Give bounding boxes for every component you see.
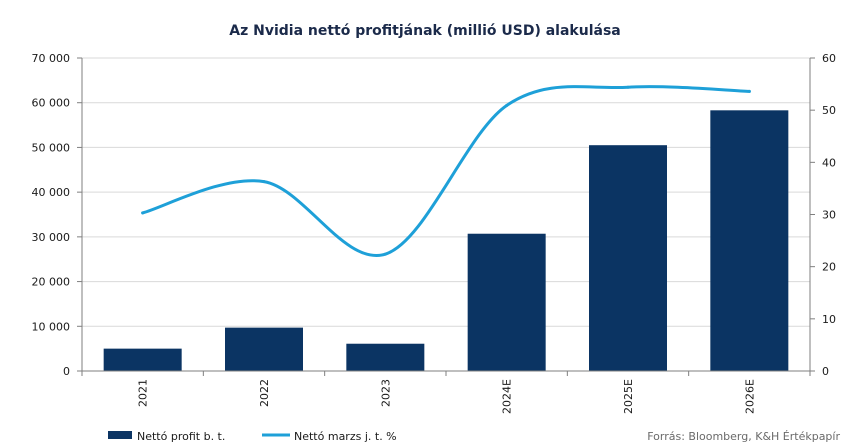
bar: [467, 233, 546, 371]
bar: [225, 327, 303, 371]
line-point: [626, 85, 630, 89]
y-left-tick-label: 10 000: [32, 320, 71, 333]
y-left-tick-label: 50 000: [32, 141, 71, 154]
y-left-tick-label: 30 000: [32, 231, 71, 244]
y-left-tick-label: 40 000: [32, 186, 71, 199]
x-tick-label: 2022: [258, 379, 271, 407]
y-right-tick-label: 20: [822, 261, 836, 274]
gridlines: [82, 57, 810, 327]
bar-series: [103, 110, 789, 372]
y-right-tick-label: 0: [822, 365, 829, 378]
line-series: [141, 85, 751, 258]
bar: [589, 145, 667, 371]
line-point: [747, 89, 751, 93]
x-tick-label: 2023: [379, 379, 392, 407]
line-point: [262, 180, 266, 184]
source-note: Forrás: Bloomberg, K&H Értékpapír: [647, 430, 840, 443]
y-left-tick-label: 70 000: [32, 52, 71, 65]
legend-label-bar: Nettó profit b. t.: [137, 430, 225, 443]
x-tick-label: 2021: [137, 379, 150, 407]
line-point: [505, 103, 509, 107]
y-left-tick-label: 60 000: [32, 97, 71, 110]
y-right-tick-label: 40: [822, 156, 836, 169]
line-point: [383, 252, 387, 256]
x-tick-label: 2024E: [501, 379, 514, 414]
axes: 0 10 000 20 000 30 000 40 000 50 000 60 000 70 …: [32, 52, 837, 414]
y-right-tick-label: 50: [822, 104, 836, 117]
y-right-tick-label: 10: [822, 313, 836, 326]
bar: [103, 348, 182, 371]
x-tick-label: 2025E: [622, 379, 635, 414]
line-point: [141, 211, 145, 215]
y-right-tick-label: 60: [822, 52, 836, 65]
y-right-tick-label: 30: [822, 209, 836, 222]
legend-label-line: Nettó marzs j. t. %: [294, 430, 397, 443]
legend: Nettó profit b. t. Nettó marzs j. t. %: [108, 430, 397, 443]
legend-bar-swatch: [108, 431, 132, 439]
bar: [346, 343, 425, 371]
x-tick-label: 2026E: [743, 379, 756, 414]
y-left-tick-label: 0: [63, 365, 70, 378]
bar: [710, 110, 789, 372]
chart-title: Az Nvidia nettó profitjának (millió USD)…: [229, 23, 620, 39]
y-left-tick-label: 20 000: [32, 276, 71, 289]
margin-line: [141, 85, 751, 258]
